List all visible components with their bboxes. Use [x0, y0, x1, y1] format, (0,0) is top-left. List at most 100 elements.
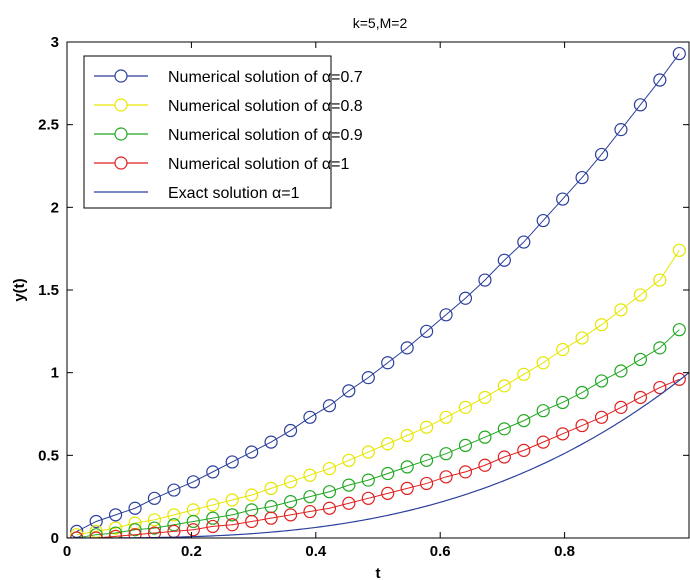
data-point — [264, 511, 278, 525]
data-point — [594, 374, 609, 388]
chart-title: k=5,M=2 — [353, 15, 408, 31]
legend-marker — [114, 127, 128, 141]
data-point — [167, 483, 181, 497]
y-axis-label: y(t) — [11, 278, 28, 301]
data-point — [633, 288, 648, 302]
data-point — [400, 341, 414, 355]
data-point — [89, 514, 103, 529]
data-point — [458, 465, 473, 479]
data-point — [342, 384, 356, 398]
data-point — [653, 341, 667, 355]
data-point — [497, 379, 511, 393]
data-point — [167, 518, 181, 532]
data-point — [342, 478, 356, 492]
data-point — [575, 418, 589, 433]
data-point — [439, 410, 453, 424]
data-point — [633, 352, 648, 367]
data-point — [556, 395, 570, 410]
data-point — [633, 98, 648, 112]
series-line-exact — [67, 372, 689, 538]
data-point — [614, 400, 628, 414]
data-point — [322, 485, 337, 499]
data-point — [167, 508, 181, 522]
plot-clip-group — [67, 46, 689, 538]
data-point — [536, 213, 550, 228]
data-point — [206, 498, 220, 512]
data-point — [322, 399, 337, 413]
data-point — [381, 356, 395, 370]
x-tick-label: 0.6 — [430, 543, 451, 560]
series-line — [76, 378, 680, 538]
data-point — [672, 243, 686, 257]
data-point — [614, 303, 628, 317]
data-point — [303, 504, 317, 519]
data-point — [594, 318, 609, 332]
x-tick-label: 0.8 — [554, 543, 575, 560]
data-point — [147, 521, 162, 535]
y-tick-label: 2.5 — [38, 117, 59, 134]
data-point — [89, 531, 103, 538]
data-point — [439, 308, 453, 322]
data-point — [400, 428, 414, 443]
data-point — [128, 523, 142, 537]
x-axis-label: t — [376, 565, 381, 580]
data-point — [439, 470, 453, 484]
data-point — [575, 385, 589, 400]
data-point — [361, 445, 375, 459]
data-point — [361, 371, 375, 385]
data-point — [342, 496, 356, 510]
y-tick-label: 0.5 — [38, 447, 59, 464]
x-tick-label: 0 — [63, 543, 71, 560]
series-line — [76, 250, 680, 536]
x-tick-label: 0.2 — [181, 543, 202, 560]
data-point — [672, 372, 686, 386]
y-tick-label: 1.5 — [38, 282, 59, 299]
data-point — [361, 491, 375, 505]
data-point — [653, 380, 667, 395]
data-point — [89, 528, 103, 538]
x-tick-label: 0.4 — [305, 543, 327, 560]
data-point — [556, 427, 570, 441]
data-point — [381, 486, 395, 500]
data-point — [458, 400, 473, 414]
legend-label: Numerical solution of α=1 — [168, 156, 349, 173]
data-point — [128, 528, 142, 538]
data-point — [108, 508, 123, 522]
data-point — [458, 438, 473, 453]
legend-label: Numerical solution of α=0.9 — [168, 127, 363, 144]
series-line — [76, 53, 680, 532]
data-point — [128, 501, 142, 515]
data-point — [439, 447, 453, 461]
data-point — [653, 273, 667, 287]
data-point — [264, 481, 278, 495]
legend-marker — [114, 98, 128, 112]
data-point — [478, 390, 492, 405]
data-point — [322, 461, 337, 476]
data-point — [517, 414, 531, 428]
data-point — [517, 367, 531, 381]
data-point — [283, 508, 298, 522]
data-point — [672, 46, 686, 61]
data-point — [419, 420, 434, 434]
data-point — [245, 445, 259, 459]
data-point — [225, 493, 239, 507]
data-point — [614, 123, 628, 137]
data-point — [283, 475, 298, 489]
legend-label: Exact solution α=1 — [168, 185, 300, 202]
legend: Numerical solution of α=0.7 Numerical sol… — [83, 55, 363, 209]
data-point — [283, 423, 298, 438]
data-point — [147, 526, 162, 538]
data-point — [419, 476, 434, 491]
data-point — [225, 518, 239, 532]
data-point — [575, 170, 589, 185]
legend-label: Numerical solution of α=0.7 — [168, 69, 363, 86]
data-point — [147, 513, 162, 527]
data-point — [70, 528, 84, 538]
data-point — [672, 323, 686, 337]
data-point — [361, 473, 375, 487]
data-point — [458, 291, 473, 305]
data-point — [206, 519, 220, 534]
y-tick-label: 3 — [51, 34, 59, 51]
data-point — [517, 443, 531, 457]
data-point — [225, 455, 239, 469]
